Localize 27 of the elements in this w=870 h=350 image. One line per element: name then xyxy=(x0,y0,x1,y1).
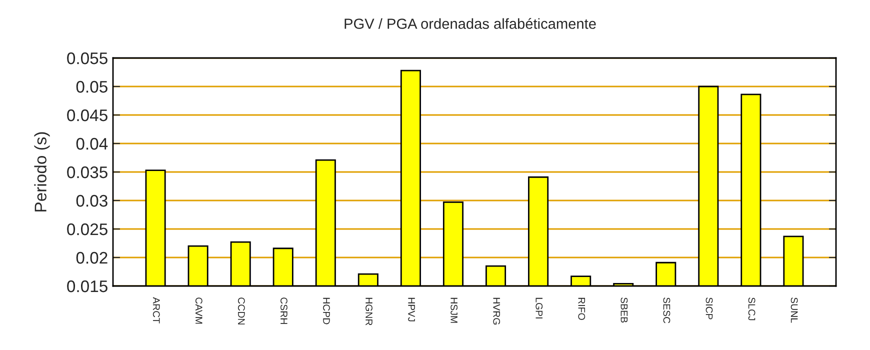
x-tick-label: HVRG xyxy=(493,298,500,324)
y-tick-label: 0.045 xyxy=(67,109,108,122)
y-tick-label: 0.025 xyxy=(67,223,108,236)
x-tick-label: SLCJ xyxy=(748,298,756,320)
y-tick-label: 0.04 xyxy=(76,138,108,150)
y-tick-label: 0.035 xyxy=(67,166,108,178)
x-tick-label: HGNR xyxy=(366,298,372,326)
x-tick-label: SICP xyxy=(706,298,713,320)
x-tick-label: SESC xyxy=(663,298,670,324)
y-tick-label: 0.015 xyxy=(67,280,108,292)
x-tick-label: SBEB xyxy=(620,298,628,323)
x-tick-label: SUNL xyxy=(790,298,798,323)
x-tick-label: CCDN xyxy=(238,298,245,324)
y-tick-label: 0.05 xyxy=(76,80,108,93)
x-tick-label: CSRH xyxy=(280,298,288,324)
x-tick-label: LGPI xyxy=(536,298,543,318)
x-tick-label: HPVJ xyxy=(408,298,415,322)
y-tick-label: 0.02 xyxy=(76,252,108,264)
chart-title: PGV / PGA ordenadas alfabéticamente xyxy=(344,18,596,29)
x-tick-label: ARCT xyxy=(152,297,160,324)
x-tick-label: RIFO xyxy=(578,298,586,320)
y-axis-title: Periodo (s) xyxy=(34,132,50,212)
x-tick-label: CAVM xyxy=(195,298,202,324)
x-tick-label: HSJM xyxy=(450,298,458,323)
y-tick-label: 0.055 xyxy=(67,52,108,64)
x-tick-label: HCPD xyxy=(323,298,330,324)
y-tick-label: 0.03 xyxy=(76,194,108,207)
